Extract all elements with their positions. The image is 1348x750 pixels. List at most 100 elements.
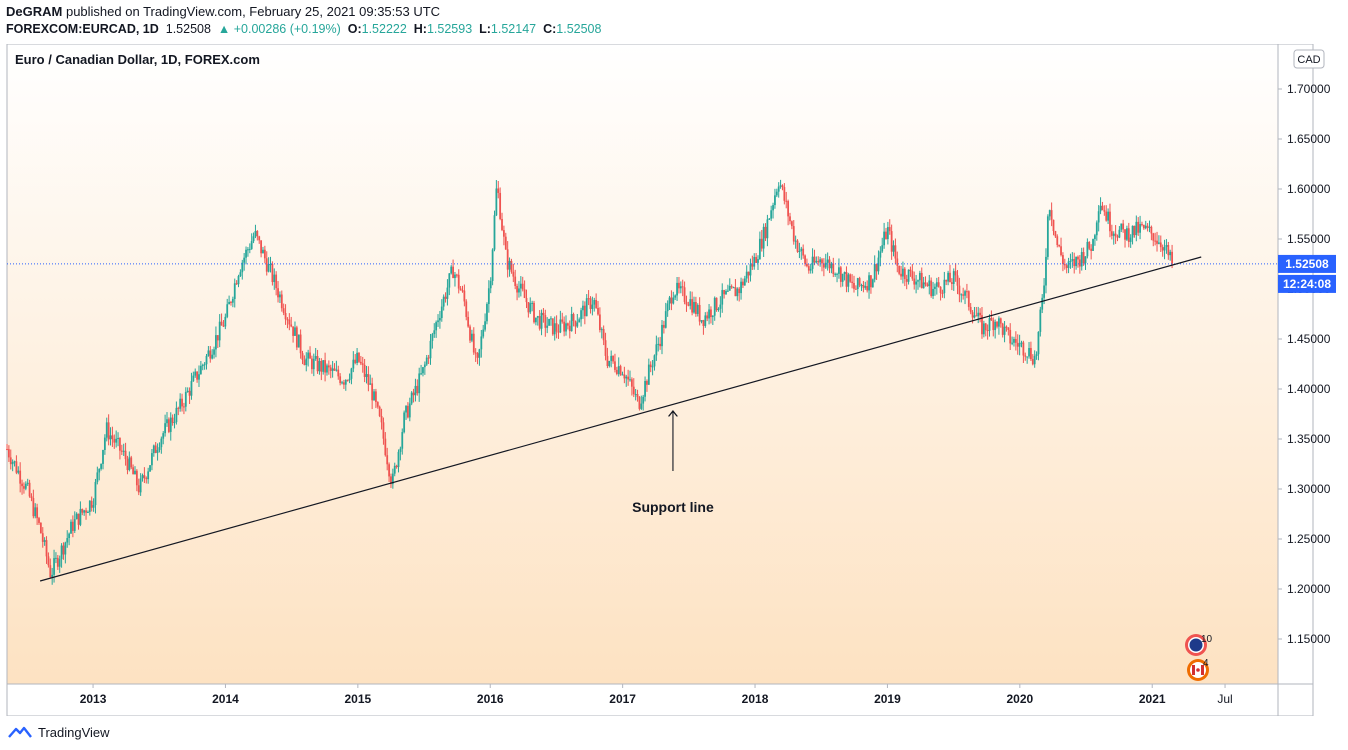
candle-body <box>158 447 161 450</box>
candle-body <box>625 376 628 379</box>
candle-body <box>926 284 929 287</box>
candle-body <box>1141 224 1143 226</box>
candle-body <box>111 435 114 439</box>
candle-body <box>749 264 752 276</box>
candle-body <box>147 471 150 480</box>
candle-body <box>422 367 424 374</box>
candle-body <box>854 288 857 290</box>
candle-body <box>548 318 550 326</box>
y-tick-label: 1.35000 <box>1287 432 1331 446</box>
candle-body <box>595 299 598 308</box>
candle-body <box>860 285 863 287</box>
candle-body <box>439 317 441 321</box>
candle-body <box>984 323 987 331</box>
candle-body <box>755 256 758 263</box>
author-name[interactable]: DeGRAM <box>6 4 63 19</box>
candle-body <box>640 403 643 409</box>
candle-body <box>1171 251 1173 264</box>
candle-body <box>1071 259 1074 261</box>
candle-body <box>265 258 268 272</box>
candle-body <box>836 273 838 275</box>
symbol-label[interactable]: FOREXCOM:EURCAD, 1D <box>6 22 159 36</box>
candle-body <box>979 312 981 316</box>
candle-body <box>503 230 505 237</box>
footer: TradingView <box>8 722 110 742</box>
candle-body <box>401 432 404 449</box>
candle-body <box>623 374 626 379</box>
candle-body <box>704 315 707 326</box>
candle-body <box>275 274 278 289</box>
candle-body <box>1094 235 1096 240</box>
candle-body <box>608 360 611 367</box>
last-price: 1.52508 <box>165 22 211 36</box>
candle-body <box>930 280 933 296</box>
candle-body <box>917 280 919 282</box>
candle-body <box>309 352 311 359</box>
candle-body <box>949 272 951 283</box>
candle-body <box>62 545 65 555</box>
candle-body <box>495 188 498 216</box>
candle-body <box>1011 342 1013 344</box>
candle-body <box>1035 354 1038 356</box>
candle-body <box>53 558 55 575</box>
candle-body <box>1037 331 1040 355</box>
candle-body <box>354 359 357 363</box>
candle-body <box>107 422 110 440</box>
candle-body <box>128 457 131 471</box>
candle-body <box>582 305 584 311</box>
candle-body <box>572 314 575 322</box>
candle-body <box>256 231 259 237</box>
price-chart[interactable]: Euro / Canadian Dollar, 1D, FOREX.com CA… <box>0 43 1348 717</box>
candle-body <box>858 278 861 286</box>
candle-body <box>544 315 547 328</box>
brand-name[interactable]: TradingView <box>38 724 110 740</box>
candle-body <box>700 320 703 322</box>
tradingview-logo-icon[interactable] <box>8 725 32 739</box>
support-trendline[interactable] <box>39 256 1202 582</box>
candle-body <box>205 355 208 365</box>
candle-body <box>87 511 89 513</box>
candle-body <box>956 275 959 286</box>
candle-body <box>589 298 592 309</box>
candle-body <box>973 315 976 318</box>
candle-body <box>711 315 714 318</box>
chart-container[interactable]: Euro / Canadian Dollar, 1D, FOREX.com CA… <box>0 43 1348 717</box>
candle-body <box>939 286 942 293</box>
candle-body <box>747 271 750 276</box>
x-tick-label: 2020 <box>1006 692 1033 706</box>
candle-body <box>1048 210 1051 217</box>
currency-badge[interactable]: CAD <box>1293 49 1325 69</box>
event-eu[interactable]: 10 <box>1185 634 1213 656</box>
change-value: +0.00286 (+0.19%) <box>233 22 341 36</box>
candle-body <box>630 379 633 387</box>
candle-body <box>248 248 251 250</box>
candle-body <box>679 286 682 289</box>
candle-body <box>442 296 445 307</box>
candle-body <box>1005 326 1008 328</box>
candle-body <box>943 279 946 294</box>
candle-body <box>796 240 799 252</box>
candle-body <box>879 251 882 258</box>
price-axis[interactable]: 1.700001.650001.600001.550001.500001.450… <box>1278 82 1331 646</box>
candle-body <box>1080 252 1083 267</box>
candle-body <box>1158 242 1160 244</box>
candle-body <box>900 273 902 277</box>
candle-body <box>845 272 848 287</box>
candle-body <box>945 279 948 282</box>
candle-body <box>51 574 54 578</box>
candle-body <box>173 422 176 424</box>
candle-body <box>764 226 767 239</box>
candle-body <box>1124 229 1126 240</box>
candle-body <box>725 290 727 295</box>
event-ca-count: 4 <box>1203 658 1209 669</box>
candle-body <box>269 264 272 266</box>
candle-body <box>399 448 402 452</box>
candle-body <box>947 272 950 282</box>
candle-body <box>768 218 771 220</box>
candle-body <box>13 461 16 463</box>
event-ca[interactable]: 4 <box>1187 658 1209 681</box>
candle-body <box>873 264 876 280</box>
candle-body <box>1020 342 1023 344</box>
time-axis[interactable]: 2013 2014 2015 2016 2017 2018 2019 2020 2021 Jul <box>80 684 1233 706</box>
candle-body <box>585 298 588 317</box>
